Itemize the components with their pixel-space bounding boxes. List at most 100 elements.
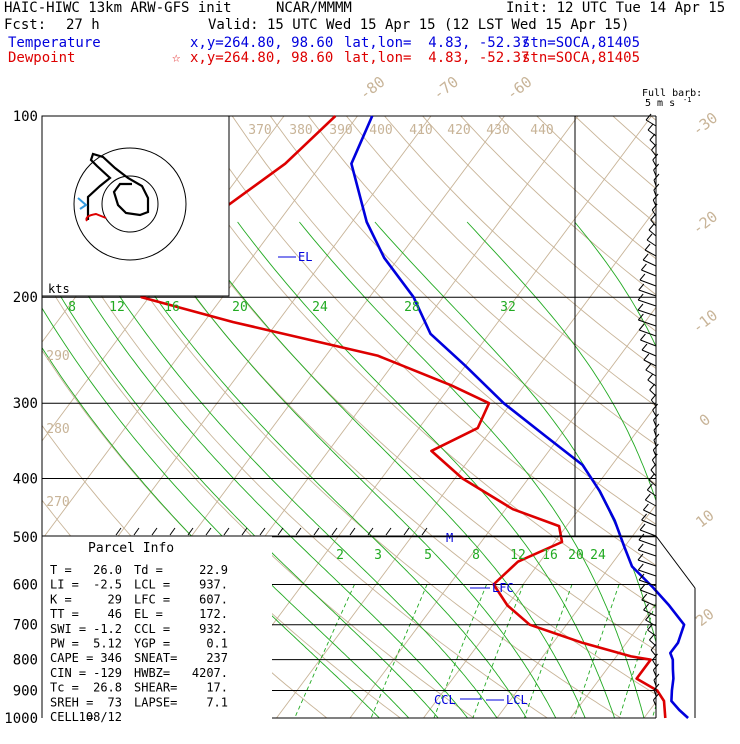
dry-adiabat-350: [270, 116, 740, 718]
isotherm-label: -30: [689, 109, 721, 140]
mixing-ratio-label: 12: [109, 300, 125, 315]
wind-barb-shaft: [648, 130, 656, 136]
hatch-mark: [386, 528, 391, 535]
model-title: HAIC-HIWC 13km ARW-GFS init: [4, 0, 232, 16]
theta-label: 370: [248, 123, 271, 138]
dry-adiabat-360: [308, 116, 740, 718]
legend-temperature-latlon: lat,lon= 4.83, -52.37: [344, 35, 529, 51]
hatch-mark: [188, 528, 193, 535]
hodograph-units: kts: [48, 282, 70, 296]
legend-dewpoint-stn: stn=SOCA,81405: [522, 50, 640, 66]
hatch-mark: [134, 528, 139, 535]
parcel-row-label: CAPE =: [50, 651, 93, 665]
wind-barb-shaft: [638, 560, 656, 566]
pressure-tick-label: 500: [13, 530, 38, 546]
parcel-row-value: 7.1: [206, 695, 228, 709]
wind-barb-shaft: [639, 540, 656, 546]
theta-label: 420: [447, 123, 470, 138]
legend-dewpoint-name: Dewpoint: [8, 50, 75, 66]
legend-dewpoint-latlon: lat,lon= 4.83, -52.37: [344, 50, 529, 66]
pressure-tick-label: 200: [13, 290, 38, 306]
pressure-tick-label: 300: [13, 396, 38, 412]
wind-barb-shaft: [639, 330, 656, 336]
parcel-row-value: 5.12: [93, 637, 122, 651]
parcel-row-label: YGP =: [134, 637, 170, 651]
moist-adiabat-36: [681, 222, 740, 718]
isotherm-label: -80: [356, 73, 388, 104]
wind-barb-flag: [639, 324, 644, 330]
hatch-mark: [152, 528, 157, 535]
wind-barb-flag: [649, 634, 654, 640]
wind-barb-shaft: [653, 410, 656, 416]
mixing-ratio-28: [719, 584, 740, 718]
theta-label: 430: [486, 123, 509, 138]
parcel-row-label: SHEAR=: [134, 681, 177, 695]
parcel-row-value: -2.5: [93, 578, 122, 592]
mixing-ratio-32: [736, 584, 740, 718]
wind-barb-shaft: [649, 230, 656, 236]
parcel-row-value: 26.8: [93, 681, 122, 695]
mixing-ratio-20: [679, 584, 718, 718]
parcel-row-value: 172.: [199, 607, 228, 621]
parcel-row-value: 237: [206, 651, 228, 665]
pressure-tick-label: 400: [13, 471, 38, 487]
parcel-row-value: 4207.: [192, 666, 228, 680]
wind-barb-flag: [647, 234, 652, 240]
parcel-row-label: CIN =: [50, 666, 86, 680]
hatch-mark: [260, 528, 265, 535]
wind-barb-flag: [638, 544, 643, 550]
pressure-tick-label: 100: [13, 109, 38, 125]
pressure-tick-label: 600: [13, 577, 38, 593]
hatch-mark: [404, 528, 409, 535]
parcel-info-title: Parcel Info: [88, 541, 174, 556]
mixing-ratio-label: 16: [542, 548, 558, 563]
dry-adiabat-380: [385, 116, 740, 718]
dry-adiabat-340: [232, 116, 740, 718]
mixing-ratio-label: 24: [590, 548, 606, 563]
hatch-mark: [278, 528, 283, 535]
lfc-annotation: LFC: [492, 581, 514, 595]
wind-barb-flag: [638, 564, 643, 570]
mixing-ratio-0.4: [295, 584, 355, 718]
parcel-row-label: LI =: [50, 578, 79, 592]
parcel-row-value: 607.: [199, 592, 228, 606]
melting-level-annotation: M: [446, 531, 453, 545]
hatch-mark: [368, 528, 373, 535]
parcel-row-label: K =: [50, 592, 72, 606]
wind-barb-flag: [650, 384, 655, 390]
hatch-mark: [332, 528, 337, 535]
lcl-annotation: LCL: [506, 693, 528, 707]
isotherm-label: -70: [430, 73, 462, 104]
fcst-value: 27 h: [66, 17, 100, 33]
parcel-row-label: SWI =: [50, 622, 86, 636]
barb-legend-exponent: -1: [683, 96, 691, 104]
valid-time: Valid: 15 UTC Wed 15 Apr 15 (12 LST Wed …: [208, 17, 629, 33]
wind-barb-flag: [648, 374, 653, 380]
wind-barb-shaft: [651, 650, 656, 656]
wind-barb-flag: [640, 334, 645, 340]
pressure-tick-label: 1000: [4, 711, 38, 727]
parcel-row-value: -129: [93, 666, 122, 680]
mixing-ratio-label: 20: [568, 548, 584, 563]
isotherm--30: [277, 116, 725, 718]
wind-barb-flag: [649, 224, 654, 230]
parcel-row-label: CCL =: [134, 622, 170, 636]
legend-dewpoint-xy: x,y=264.80, 98.60: [190, 50, 333, 66]
wind-barb-flag: [642, 344, 647, 350]
pressure-tick-label: 700: [13, 618, 38, 634]
parcel-row-label: Tc =: [50, 681, 79, 695]
isotherm-label: 20: [692, 605, 717, 630]
dry-adiabat-430: [575, 116, 740, 718]
isotherm-20: [644, 116, 740, 718]
wind-barb-flag: [638, 304, 643, 310]
mixing-ratio-label: 32: [500, 300, 516, 315]
wind-barb-flag: [645, 494, 650, 500]
wind-barb-shaft: [646, 120, 656, 126]
wind-barb-shaft: [642, 350, 656, 356]
wind-barb-flag: [643, 504, 648, 510]
hatch-mark: [350, 528, 355, 535]
theta-label: 400: [369, 123, 392, 138]
dry-adiabat-470: [727, 116, 740, 718]
theta-label: 290: [46, 349, 69, 364]
